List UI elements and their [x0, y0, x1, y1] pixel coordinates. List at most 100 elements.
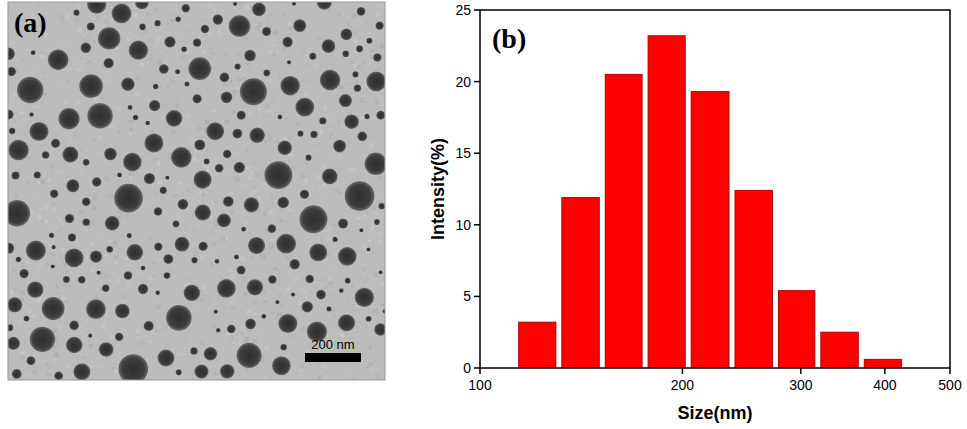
image-noise [91, 267, 94, 272]
particle [99, 342, 114, 357]
image-noise [331, 309, 336, 313]
image-noise [347, 147, 351, 150]
image-noise [117, 107, 122, 112]
image-noise [373, 359, 378, 362]
particle [339, 288, 344, 293]
image-noise [206, 116, 209, 119]
image-noise [269, 12, 272, 16]
image-frame [8, 2, 385, 380]
image-noise [157, 13, 160, 16]
particle [357, 132, 367, 142]
image-noise [149, 194, 151, 196]
particle [184, 285, 200, 301]
particle [375, 21, 383, 29]
image-noise [151, 130, 154, 132]
image-noise [80, 336, 82, 339]
image-noise [241, 223, 243, 225]
image-noise [37, 2, 42, 6]
image-noise [367, 134, 370, 138]
image-noise [159, 266, 162, 269]
image-noise [332, 118, 334, 121]
image-noise [230, 59, 232, 62]
y-tick [474, 9, 480, 11]
particle [214, 310, 218, 314]
image-noise [332, 126, 334, 128]
particle [139, 24, 146, 31]
tem-image [8, 2, 385, 380]
image-noise [182, 352, 185, 355]
image-noise [22, 58, 26, 60]
image-noise [309, 245, 312, 247]
image-noise [371, 116, 375, 120]
image-noise [53, 328, 57, 332]
image-noise [254, 153, 256, 155]
particle [138, 284, 148, 294]
image-noise [177, 35, 180, 39]
image-noise [257, 107, 261, 111]
image-noise [243, 256, 247, 261]
image-noise [211, 69, 213, 72]
image-noise [165, 9, 168, 12]
particle [48, 49, 69, 70]
image-noise [68, 140, 72, 144]
particle [278, 314, 297, 333]
particle [374, 323, 385, 335]
image-noise [157, 344, 159, 346]
image-noise [122, 117, 125, 119]
image-noise [274, 6, 277, 9]
image-noise [57, 258, 59, 260]
particle [320, 70, 340, 90]
image-noise [37, 188, 39, 192]
image-noise [86, 318, 88, 322]
image-noise [349, 168, 353, 171]
image-noise [103, 277, 107, 280]
particle [194, 365, 208, 379]
image-noise [48, 177, 51, 181]
image-noise [79, 34, 83, 37]
particle [378, 203, 384, 209]
image-noise [369, 368, 374, 370]
particle [245, 319, 256, 330]
image-noise [67, 79, 70, 82]
image-noise [260, 52, 264, 55]
image-noise [238, 2, 243, 5]
image-noise [26, 48, 30, 51]
image-noise [117, 164, 122, 166]
image-noise [39, 208, 44, 211]
image-noise [323, 193, 326, 196]
image-noise [161, 111, 166, 114]
particle [299, 205, 327, 233]
image-noise [334, 8, 336, 12]
image-noise [379, 240, 381, 244]
image-noise [61, 183, 65, 186]
image-noise [283, 220, 287, 223]
image-noise [106, 234, 108, 236]
image-noise [63, 209, 68, 213]
image-noise [100, 236, 102, 239]
particle [178, 199, 189, 210]
particle [164, 272, 171, 279]
particle [176, 369, 182, 375]
image-noise [192, 244, 197, 247]
x-tick-label: 400 [873, 377, 897, 393]
image-noise [100, 97, 105, 99]
image-noise [219, 113, 221, 118]
image-noise [113, 252, 117, 255]
image-noise [252, 261, 256, 264]
image-noise [306, 235, 310, 239]
x-tick-label: 300 [789, 377, 813, 393]
particle [114, 184, 143, 213]
image-noise [137, 345, 141, 349]
image-noise [150, 354, 152, 359]
particle [305, 275, 314, 284]
particle [237, 111, 246, 120]
image-noise [101, 323, 105, 328]
image-noise [373, 309, 378, 314]
particle [232, 129, 242, 139]
image-noise [212, 324, 216, 327]
particle [277, 115, 282, 120]
x-tick [479, 368, 481, 374]
image-noise [164, 369, 167, 372]
image-noise [248, 177, 251, 179]
image-noise [272, 330, 275, 334]
